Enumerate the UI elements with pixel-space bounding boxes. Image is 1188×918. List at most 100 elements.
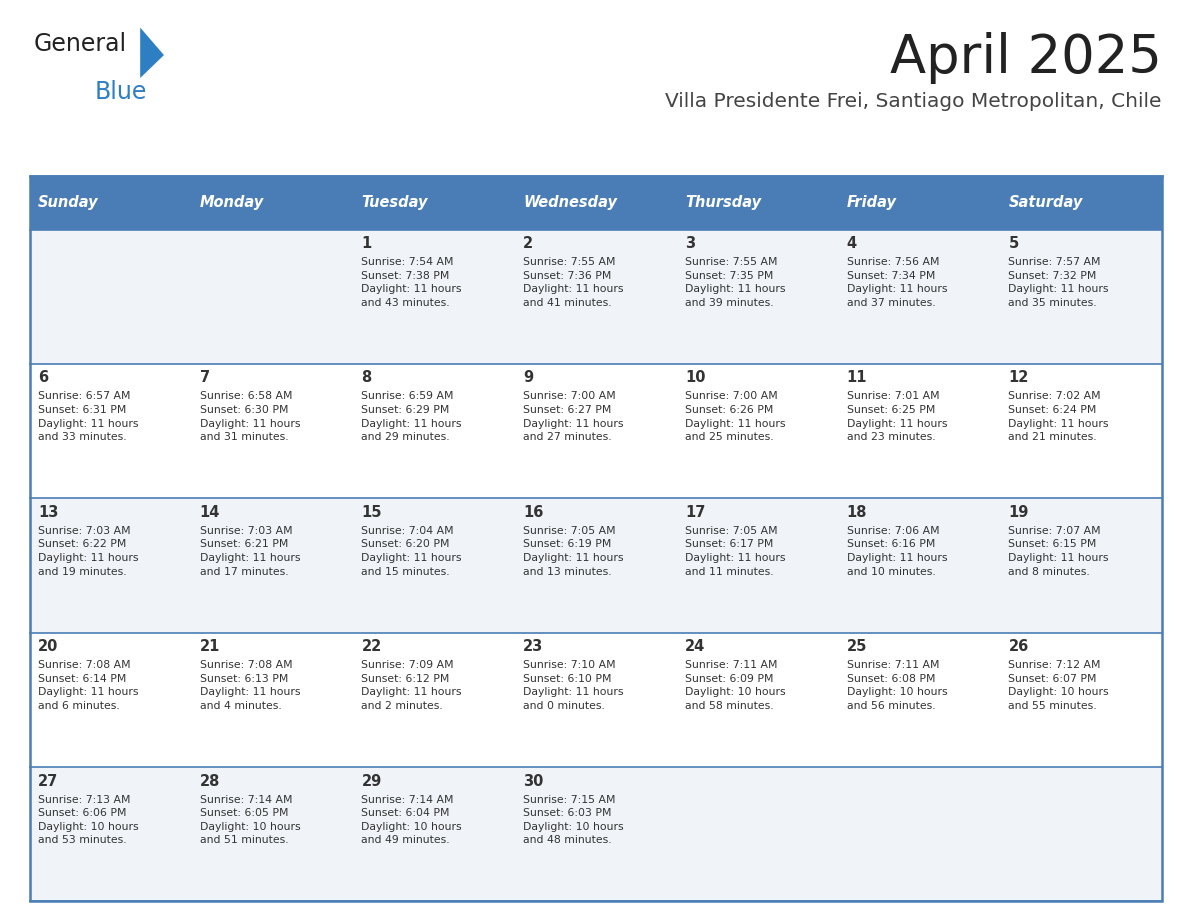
Bar: [30, 633, 191, 767]
Bar: [191, 176, 353, 230]
Bar: [514, 767, 677, 901]
Text: 15: 15: [361, 505, 383, 520]
Text: Sunrise: 7:57 AM
Sunset: 7:32 PM
Daylight: 11 hours
and 35 minutes.: Sunrise: 7:57 AM Sunset: 7:32 PM Dayligh…: [1009, 257, 1108, 308]
Bar: [30, 498, 191, 633]
Text: 27: 27: [38, 774, 58, 789]
Polygon shape: [140, 28, 164, 78]
Bar: [191, 364, 353, 498]
Bar: [30, 767, 191, 901]
Bar: [191, 498, 353, 633]
Bar: [191, 633, 353, 767]
Bar: [839, 767, 1000, 901]
Bar: [677, 364, 839, 498]
Text: Sunrise: 7:15 AM
Sunset: 6:03 PM
Daylight: 10 hours
and 48 minutes.: Sunrise: 7:15 AM Sunset: 6:03 PM Dayligh…: [523, 795, 624, 845]
Bar: [353, 230, 514, 364]
Text: 21: 21: [200, 639, 220, 655]
Text: Sunrise: 7:10 AM
Sunset: 6:10 PM
Daylight: 11 hours
and 0 minutes.: Sunrise: 7:10 AM Sunset: 6:10 PM Dayligh…: [523, 660, 624, 711]
Text: Sunrise: 7:12 AM
Sunset: 6:07 PM
Daylight: 10 hours
and 55 minutes.: Sunrise: 7:12 AM Sunset: 6:07 PM Dayligh…: [1009, 660, 1110, 711]
Text: 16: 16: [523, 505, 544, 520]
Text: Blue: Blue: [95, 80, 147, 104]
Text: 9: 9: [523, 370, 533, 386]
Text: Monday: Monday: [200, 196, 264, 210]
Text: Sunrise: 7:06 AM
Sunset: 6:16 PM
Daylight: 11 hours
and 10 minutes.: Sunrise: 7:06 AM Sunset: 6:16 PM Dayligh…: [847, 526, 947, 577]
Bar: [1000, 633, 1162, 767]
Bar: [353, 364, 514, 498]
Text: Sunrise: 7:55 AM
Sunset: 7:36 PM
Daylight: 11 hours
and 41 minutes.: Sunrise: 7:55 AM Sunset: 7:36 PM Dayligh…: [523, 257, 624, 308]
Text: Friday: Friday: [847, 196, 897, 210]
Text: 22: 22: [361, 639, 381, 655]
Bar: [514, 364, 677, 498]
Text: Saturday: Saturday: [1009, 196, 1082, 210]
Text: Sunrise: 7:07 AM
Sunset: 6:15 PM
Daylight: 11 hours
and 8 minutes.: Sunrise: 7:07 AM Sunset: 6:15 PM Dayligh…: [1009, 526, 1108, 577]
Bar: [191, 767, 353, 901]
Text: Sunrise: 7:05 AM
Sunset: 6:17 PM
Daylight: 11 hours
and 11 minutes.: Sunrise: 7:05 AM Sunset: 6:17 PM Dayligh…: [685, 526, 785, 577]
Bar: [677, 767, 839, 901]
Bar: [30, 176, 1162, 901]
Text: 23: 23: [523, 639, 543, 655]
Bar: [514, 176, 677, 230]
Text: 10: 10: [685, 370, 706, 386]
Bar: [839, 364, 1000, 498]
Text: 28: 28: [200, 774, 220, 789]
Text: Sunrise: 7:03 AM
Sunset: 6:21 PM
Daylight: 11 hours
and 17 minutes.: Sunrise: 7:03 AM Sunset: 6:21 PM Dayligh…: [200, 526, 301, 577]
Text: Sunrise: 6:59 AM
Sunset: 6:29 PM
Daylight: 11 hours
and 29 minutes.: Sunrise: 6:59 AM Sunset: 6:29 PM Dayligh…: [361, 391, 462, 442]
Bar: [1000, 498, 1162, 633]
Bar: [1000, 364, 1162, 498]
Bar: [514, 230, 677, 364]
Text: 20: 20: [38, 639, 58, 655]
Text: Sunrise: 7:56 AM
Sunset: 7:34 PM
Daylight: 11 hours
and 37 minutes.: Sunrise: 7:56 AM Sunset: 7:34 PM Dayligh…: [847, 257, 947, 308]
Text: 3: 3: [685, 236, 695, 251]
Text: Sunrise: 7:55 AM
Sunset: 7:35 PM
Daylight: 11 hours
and 39 minutes.: Sunrise: 7:55 AM Sunset: 7:35 PM Dayligh…: [685, 257, 785, 308]
Text: 13: 13: [38, 505, 58, 520]
Text: 29: 29: [361, 774, 381, 789]
Text: Villa Presidente Frei, Santiago Metropolitan, Chile: Villa Presidente Frei, Santiago Metropol…: [665, 92, 1162, 111]
Text: 25: 25: [847, 639, 867, 655]
Text: 17: 17: [685, 505, 706, 520]
Text: Sunrise: 7:14 AM
Sunset: 6:05 PM
Daylight: 10 hours
and 51 minutes.: Sunrise: 7:14 AM Sunset: 6:05 PM Dayligh…: [200, 795, 301, 845]
Text: Sunrise: 7:54 AM
Sunset: 7:38 PM
Daylight: 11 hours
and 43 minutes.: Sunrise: 7:54 AM Sunset: 7:38 PM Dayligh…: [361, 257, 462, 308]
Text: 2: 2: [523, 236, 533, 251]
Text: Sunrise: 7:05 AM
Sunset: 6:19 PM
Daylight: 11 hours
and 13 minutes.: Sunrise: 7:05 AM Sunset: 6:19 PM Dayligh…: [523, 526, 624, 577]
Bar: [1000, 767, 1162, 901]
Text: 24: 24: [685, 639, 706, 655]
Text: Sunrise: 7:09 AM
Sunset: 6:12 PM
Daylight: 11 hours
and 2 minutes.: Sunrise: 7:09 AM Sunset: 6:12 PM Dayligh…: [361, 660, 462, 711]
Text: Sunrise: 7:08 AM
Sunset: 6:14 PM
Daylight: 11 hours
and 6 minutes.: Sunrise: 7:08 AM Sunset: 6:14 PM Dayligh…: [38, 660, 139, 711]
Text: 4: 4: [847, 236, 857, 251]
Text: Sunrise: 7:14 AM
Sunset: 6:04 PM
Daylight: 10 hours
and 49 minutes.: Sunrise: 7:14 AM Sunset: 6:04 PM Dayligh…: [361, 795, 462, 845]
Text: 5: 5: [1009, 236, 1018, 251]
Bar: [514, 633, 677, 767]
Text: 1: 1: [361, 236, 372, 251]
Text: General: General: [33, 32, 126, 56]
Bar: [1000, 176, 1162, 230]
Text: 8: 8: [361, 370, 372, 386]
Bar: [353, 176, 514, 230]
Text: Sunday: Sunday: [38, 196, 99, 210]
Text: Sunrise: 7:11 AM
Sunset: 6:09 PM
Daylight: 10 hours
and 58 minutes.: Sunrise: 7:11 AM Sunset: 6:09 PM Dayligh…: [685, 660, 785, 711]
Bar: [677, 176, 839, 230]
Text: Sunrise: 7:00 AM
Sunset: 6:26 PM
Daylight: 11 hours
and 25 minutes.: Sunrise: 7:00 AM Sunset: 6:26 PM Dayligh…: [685, 391, 785, 442]
Text: Sunrise: 7:11 AM
Sunset: 6:08 PM
Daylight: 10 hours
and 56 minutes.: Sunrise: 7:11 AM Sunset: 6:08 PM Dayligh…: [847, 660, 947, 711]
Bar: [191, 230, 353, 364]
Bar: [514, 498, 677, 633]
Bar: [839, 633, 1000, 767]
Bar: [677, 633, 839, 767]
Text: 26: 26: [1009, 639, 1029, 655]
Bar: [677, 498, 839, 633]
Text: 19: 19: [1009, 505, 1029, 520]
Text: 12: 12: [1009, 370, 1029, 386]
Bar: [30, 364, 191, 498]
Bar: [677, 230, 839, 364]
Text: Tuesday: Tuesday: [361, 196, 428, 210]
Bar: [839, 176, 1000, 230]
Bar: [839, 498, 1000, 633]
Text: Sunrise: 7:04 AM
Sunset: 6:20 PM
Daylight: 11 hours
and 15 minutes.: Sunrise: 7:04 AM Sunset: 6:20 PM Dayligh…: [361, 526, 462, 577]
Text: April 2025: April 2025: [890, 32, 1162, 84]
Text: 11: 11: [847, 370, 867, 386]
Text: Sunrise: 7:02 AM
Sunset: 6:24 PM
Daylight: 11 hours
and 21 minutes.: Sunrise: 7:02 AM Sunset: 6:24 PM Dayligh…: [1009, 391, 1108, 442]
Bar: [30, 176, 191, 230]
Text: Sunrise: 7:08 AM
Sunset: 6:13 PM
Daylight: 11 hours
and 4 minutes.: Sunrise: 7:08 AM Sunset: 6:13 PM Dayligh…: [200, 660, 301, 711]
Text: Sunrise: 6:58 AM
Sunset: 6:30 PM
Daylight: 11 hours
and 31 minutes.: Sunrise: 6:58 AM Sunset: 6:30 PM Dayligh…: [200, 391, 301, 442]
Text: Sunrise: 7:00 AM
Sunset: 6:27 PM
Daylight: 11 hours
and 27 minutes.: Sunrise: 7:00 AM Sunset: 6:27 PM Dayligh…: [523, 391, 624, 442]
Bar: [1000, 230, 1162, 364]
Text: 14: 14: [200, 505, 220, 520]
